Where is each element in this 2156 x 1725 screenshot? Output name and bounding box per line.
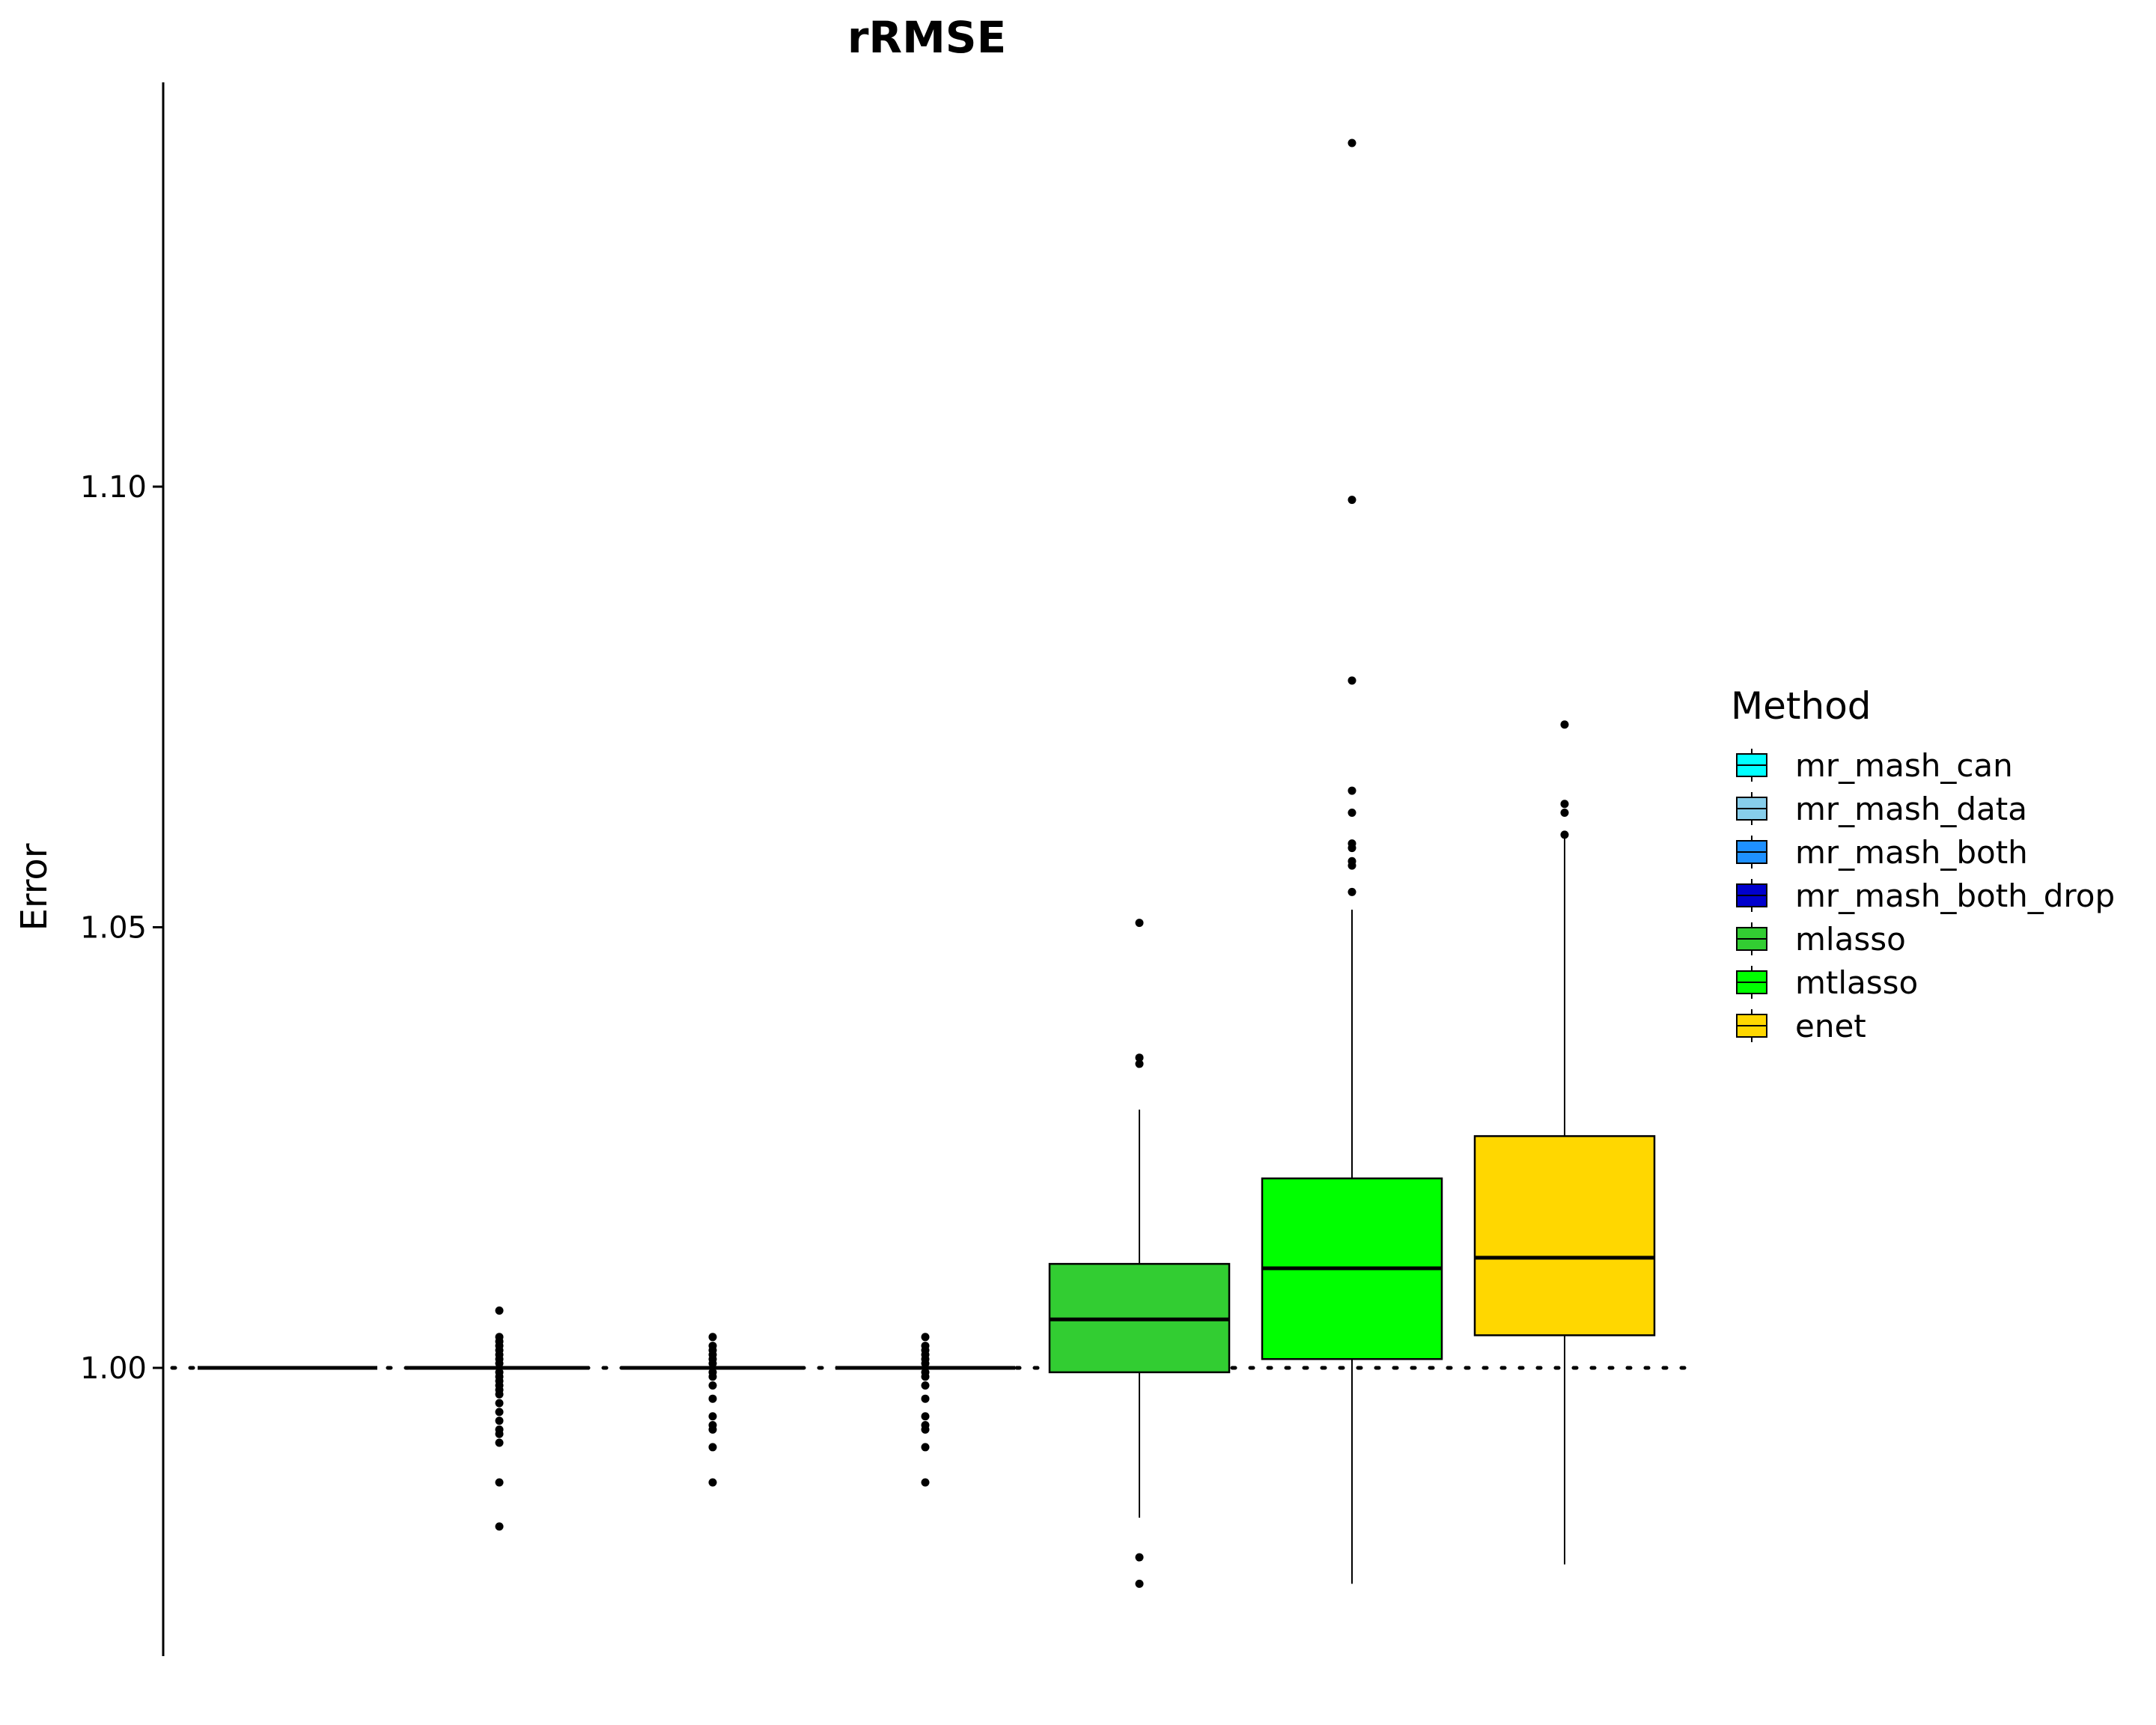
legend-item-mlasso: mlasso bbox=[1736, 921, 1906, 958]
y-tick-label: 1.10 bbox=[80, 470, 147, 505]
legend-label: mtlasso bbox=[1795, 964, 1918, 1001]
outlier-point bbox=[708, 1412, 717, 1421]
y-tick-label: 1.00 bbox=[80, 1351, 147, 1386]
box-mr_mash_both_drop bbox=[835, 1333, 1015, 1487]
box-enet bbox=[1473, 720, 1656, 1565]
legend: Method mr_mash_can mr_mash_data mr_mash_bo… bbox=[1731, 684, 2115, 1044]
outlier-point bbox=[1135, 919, 1144, 928]
outlier-point bbox=[495, 1478, 504, 1487]
outlier-point bbox=[495, 1429, 504, 1438]
y-axis-label: Error bbox=[13, 843, 55, 931]
outlier-point bbox=[708, 1478, 717, 1487]
y-axis-ticks: 1.00 1.05 1.10 bbox=[80, 470, 163, 1386]
outlier-point bbox=[921, 1478, 930, 1487]
outlier-point bbox=[1348, 786, 1356, 795]
outlier-point bbox=[1348, 676, 1356, 685]
outlier-point bbox=[1135, 1579, 1144, 1588]
outlier-point bbox=[921, 1425, 930, 1434]
outlier-point bbox=[708, 1443, 717, 1452]
outlier-point bbox=[921, 1381, 930, 1390]
outlier-point bbox=[495, 1417, 504, 1426]
outlier-point bbox=[708, 1425, 717, 1434]
outlier-point bbox=[921, 1372, 930, 1381]
outlier-point bbox=[708, 1381, 717, 1390]
legend-item-mr_mash_data: mr_mash_data bbox=[1736, 791, 2027, 827]
outlier-point bbox=[495, 1438, 504, 1447]
outlier-point bbox=[1348, 496, 1356, 505]
box-mr_mash_both bbox=[623, 1333, 803, 1487]
legend-item-mr_mash_can: mr_mash_can bbox=[1736, 747, 2013, 784]
legend-item-enet: enet bbox=[1736, 1008, 1866, 1044]
outlier-point bbox=[1135, 1553, 1144, 1562]
outlier-point bbox=[921, 1359, 930, 1368]
outlier-point bbox=[1560, 720, 1569, 729]
outlier-point bbox=[1560, 800, 1569, 809]
outlier-point bbox=[495, 1399, 504, 1408]
outlier-point bbox=[1348, 887, 1356, 896]
legend-item-mr_mash_both: mr_mash_both bbox=[1736, 834, 2028, 871]
box-mlasso bbox=[1048, 919, 1231, 1588]
outlier-point bbox=[1135, 1059, 1144, 1068]
outlier-point bbox=[708, 1372, 717, 1381]
boxes-group bbox=[198, 139, 1656, 1588]
outlier-point bbox=[921, 1394, 930, 1403]
legend-label: mlasso bbox=[1795, 921, 1906, 958]
legend-item-mtlasso: mtlasso bbox=[1736, 964, 1918, 1001]
outlier-point bbox=[495, 1390, 504, 1399]
outlier-point bbox=[1348, 808, 1356, 817]
legend-label: mr_mash_both_drop bbox=[1795, 877, 2115, 914]
box-body bbox=[1473, 1135, 1656, 1336]
outlier-point bbox=[1560, 830, 1569, 839]
y-tick-label: 1.05 bbox=[80, 911, 147, 946]
outlier-point bbox=[708, 1394, 717, 1403]
outlier-point bbox=[1560, 808, 1569, 817]
legend-label: mr_mash_data bbox=[1795, 791, 2027, 827]
outlier-point bbox=[1348, 844, 1356, 853]
chart-title: rRMSE bbox=[847, 12, 1006, 63]
outlier-point bbox=[921, 1333, 930, 1342]
outlier-point bbox=[921, 1443, 930, 1452]
legend-item-mr_mash_both_drop: mr_mash_both_drop bbox=[1736, 877, 2115, 914]
outlier-point bbox=[921, 1412, 930, 1421]
outlier-point bbox=[708, 1359, 717, 1368]
legend-label: enet bbox=[1795, 1008, 1866, 1044]
outlier-point bbox=[495, 1306, 504, 1315]
outlier-point bbox=[495, 1359, 504, 1368]
box-mtlasso bbox=[1261, 139, 1443, 1584]
outlier-point bbox=[495, 1522, 504, 1531]
outlier-point bbox=[1135, 1053, 1144, 1062]
outlier-point bbox=[1348, 861, 1356, 870]
legend-label: mr_mash_both bbox=[1795, 834, 2028, 871]
outlier-point bbox=[708, 1333, 717, 1342]
legend-label: mr_mash_can bbox=[1795, 747, 2013, 784]
outlier-point bbox=[1348, 139, 1356, 147]
legend-title: Method bbox=[1731, 684, 1872, 728]
box-mr_mash_data bbox=[409, 1306, 589, 1531]
outlier-point bbox=[495, 1408, 504, 1417]
